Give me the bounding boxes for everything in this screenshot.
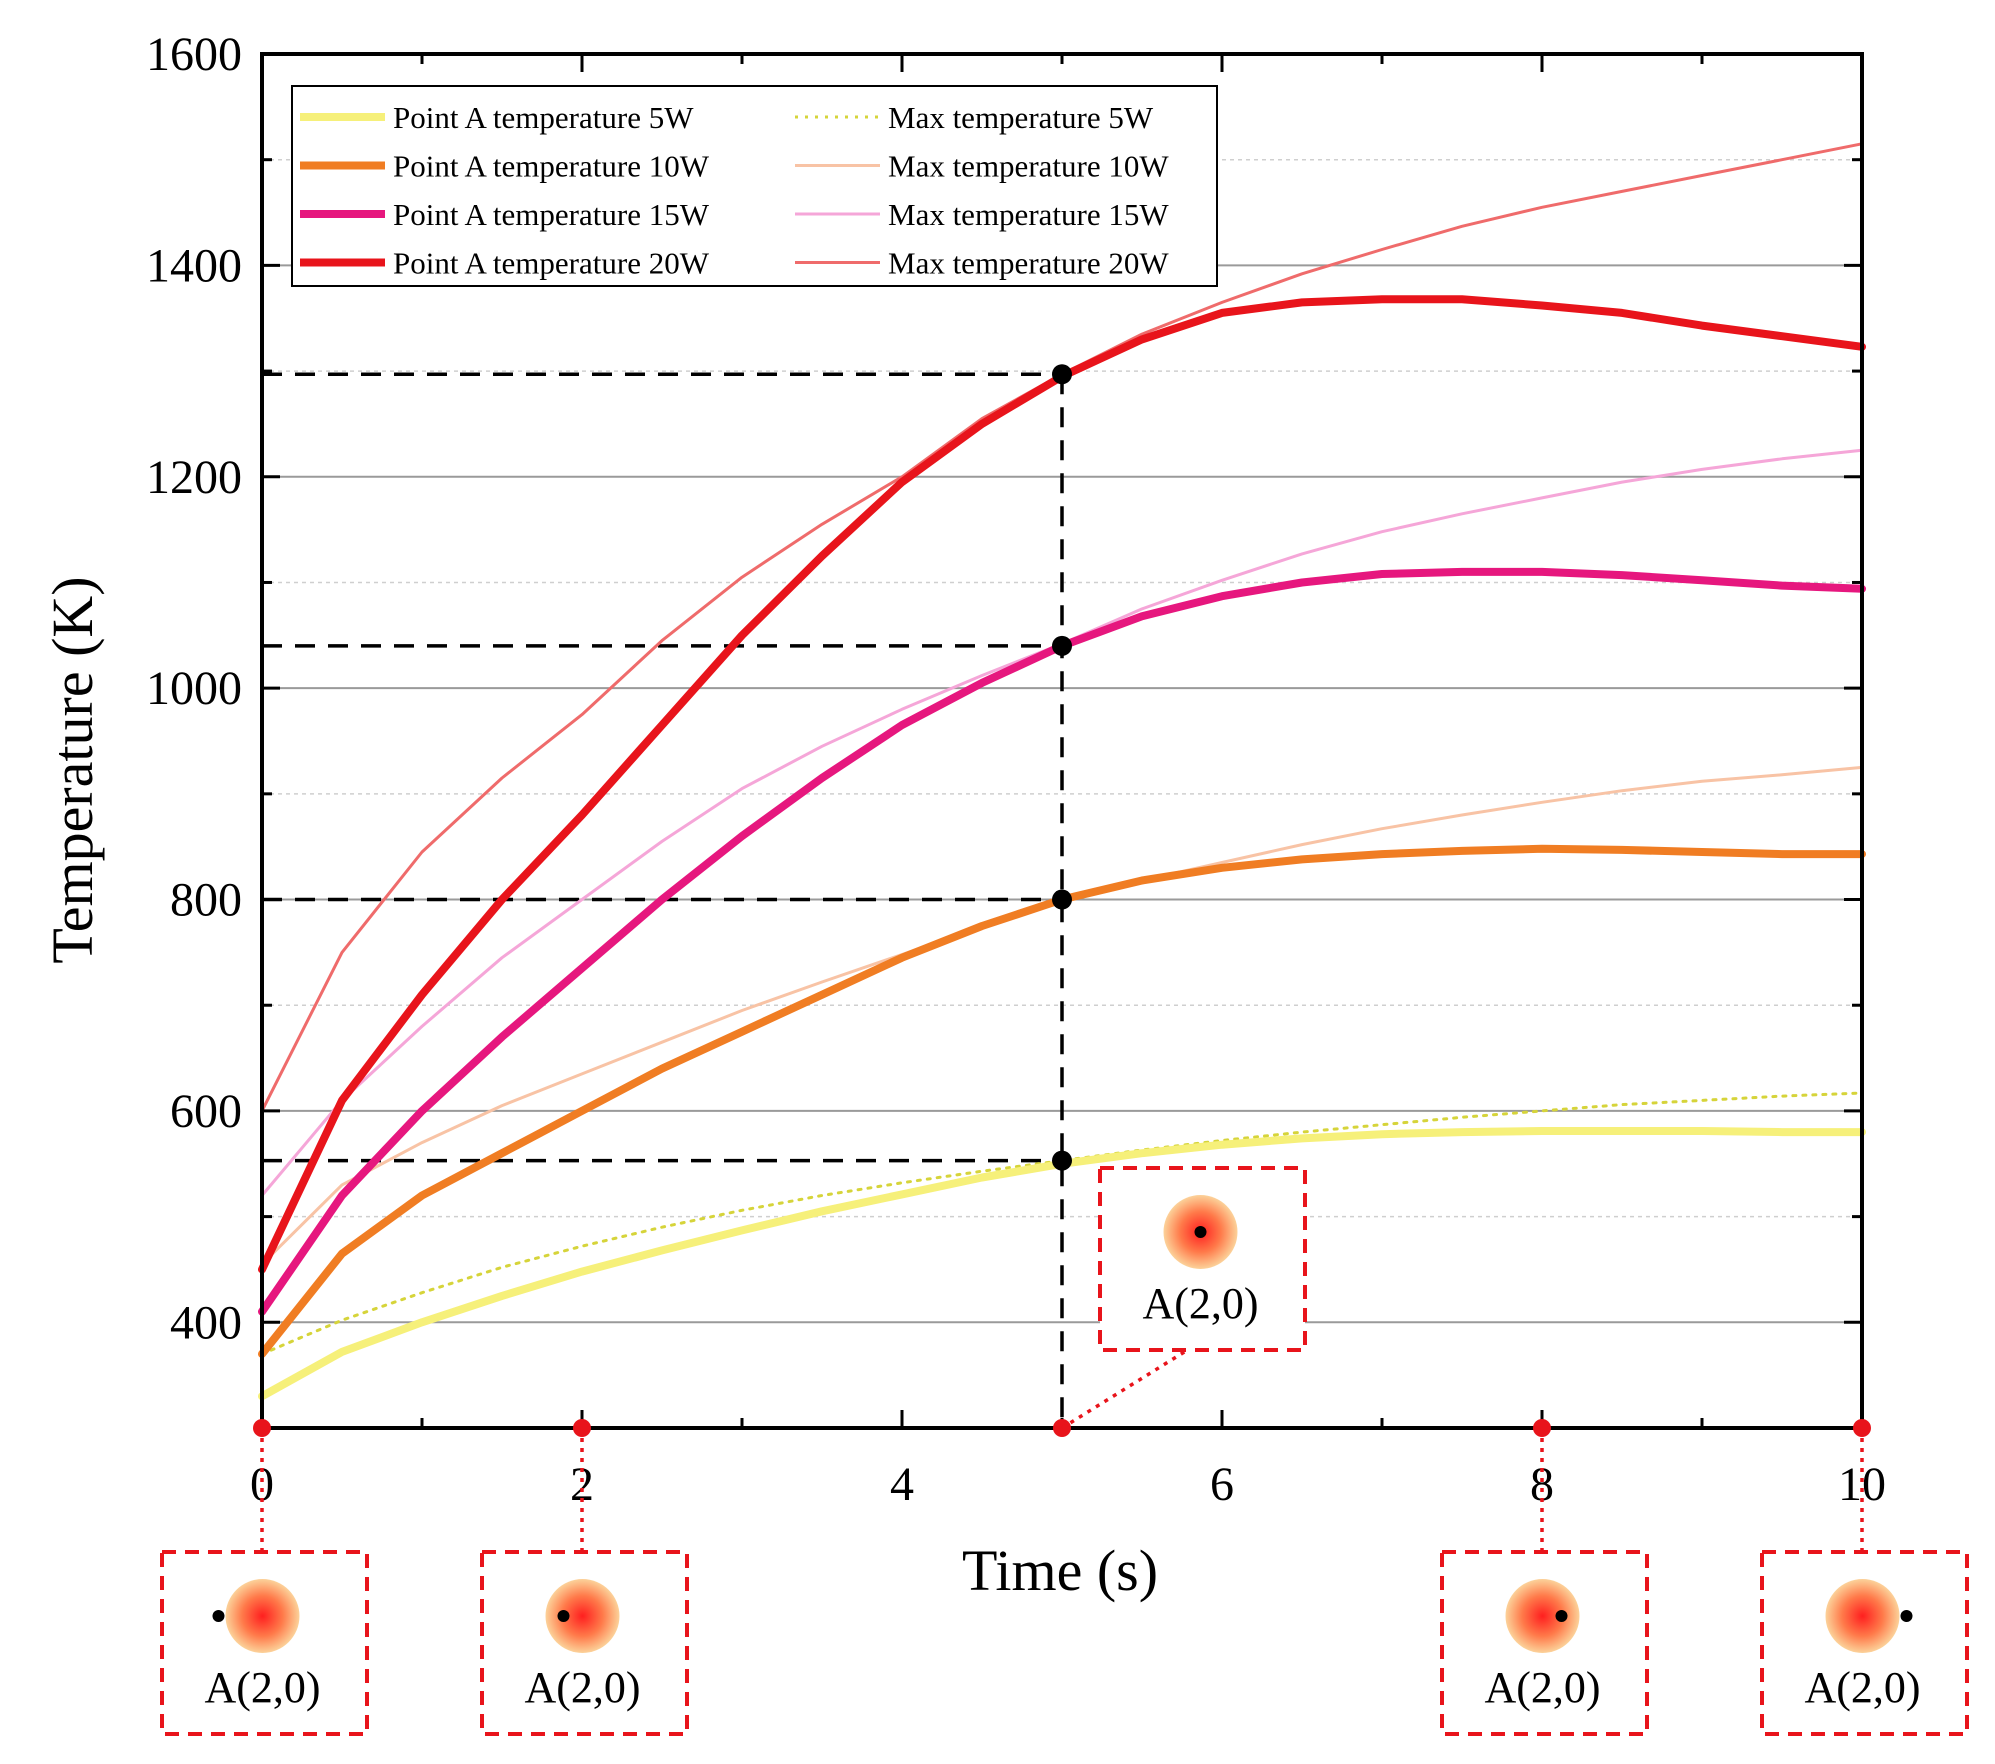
- legend-entry-label: Point A temperature 5W: [393, 100, 694, 135]
- series-line-max-temperature-5w: [260, 1091, 1864, 1356]
- legend-entry-label: Max temperature 15W: [888, 197, 1169, 232]
- series-line-max-temperature-20w: [260, 142, 1864, 1113]
- legend-entry-label: Max temperature 5W: [888, 100, 1154, 135]
- inset-label: A(2,0): [204, 1663, 320, 1712]
- inset-label: A(2,0): [524, 1663, 640, 1712]
- point-a-marker-icon: [212, 1610, 225, 1622]
- x-tick-label: 6: [1210, 1458, 1234, 1511]
- reference-point: [1052, 364, 1072, 385]
- insets: A(2,0) A(2,0) A(2,0) A(2,0) A(2,0): [160, 1166, 1969, 1736]
- laser-spot-icon: [225, 1579, 300, 1653]
- laser-spot-icon: [545, 1579, 620, 1653]
- reference-point: [1052, 635, 1072, 656]
- legend: Point A temperature 5W Point A temperatur…: [291, 85, 1218, 287]
- reference-point: [1052, 889, 1072, 910]
- legend-entry-label: Point A temperature 20W: [393, 246, 710, 281]
- x-tick-label: 10: [1838, 1458, 1886, 1511]
- x-tick-label: 8: [1530, 1458, 1554, 1511]
- y-axis-title: Temperature (K): [40, 576, 105, 963]
- inset-connector: [1061, 1348, 1189, 1430]
- reference-point: [1052, 1150, 1072, 1171]
- point-a-marker-icon: [1194, 1226, 1207, 1238]
- x-tick-label: 2: [570, 1458, 594, 1511]
- y-tick-label: 1200: [146, 451, 242, 504]
- legend-entry-label: Max temperature 10W: [888, 149, 1169, 184]
- legend-entry-label: Point A temperature 10W: [393, 149, 710, 184]
- legend-entry-label: Point A temperature 15W: [393, 197, 710, 232]
- inset-label: A(2,0): [1804, 1663, 1920, 1712]
- reference-points: [1052, 364, 1072, 1171]
- laser-spot-icon: [1505, 1579, 1580, 1653]
- x-tick-label: 4: [890, 1458, 914, 1511]
- point-a-marker-icon: [557, 1610, 570, 1622]
- y-tick-label: 800: [170, 874, 242, 927]
- y-tick-label: 400: [170, 1296, 242, 1349]
- y-tick-label: 600: [170, 1085, 242, 1138]
- inset-label: A(2,0): [1142, 1279, 1258, 1328]
- point-a-marker-icon: [1900, 1610, 1913, 1622]
- laser-spot-icon: [1825, 1579, 1900, 1653]
- x-tick-label: 0: [250, 1458, 274, 1511]
- y-tick-label: 1600: [146, 28, 242, 81]
- legend-box: [291, 85, 1218, 287]
- y-tick-label: 1400: [146, 239, 242, 292]
- point-a-marker-icon: [1555, 1610, 1568, 1622]
- legend-entry-label: Max temperature 20W: [888, 246, 1169, 281]
- x-axis-title: Time (s): [962, 1538, 1158, 1603]
- y-tick-label: 1000: [146, 662, 242, 715]
- inset-label: A(2,0): [1484, 1663, 1600, 1712]
